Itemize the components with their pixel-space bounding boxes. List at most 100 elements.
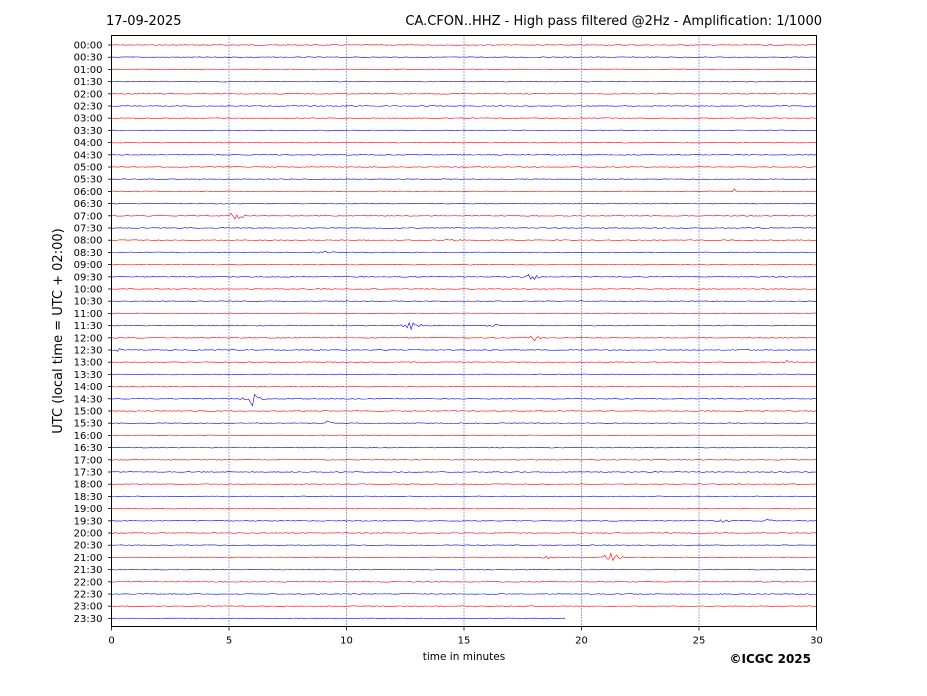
- y-tick-label: 19:00: [74, 504, 103, 515]
- y-tick-label: 16:00: [74, 431, 103, 442]
- x-tick-label: 15: [458, 636, 471, 647]
- trace-row: [111, 446, 817, 449]
- y-tick-label: 03:30: [74, 126, 103, 137]
- y-tick-label: 19:30: [74, 516, 103, 527]
- y-tick-label: 10:30: [74, 297, 103, 308]
- trace-row: [111, 239, 817, 242]
- y-tick-label: 01:30: [74, 77, 103, 88]
- trace-row: [111, 80, 817, 83]
- y-tick-label: 03:00: [74, 114, 103, 125]
- y-tick-label: 11:30: [74, 321, 103, 332]
- x-tick-label: 0: [108, 636, 114, 647]
- trace-row: [111, 552, 817, 562]
- trace-row: [111, 44, 817, 46]
- trace-row: [111, 605, 817, 607]
- trace-row: [111, 373, 817, 376]
- trace-row: [111, 507, 817, 510]
- y-tick-label: 10:00: [74, 285, 103, 296]
- y-tick-label: 22:30: [74, 590, 103, 601]
- trace-row: [111, 483, 817, 485]
- trace-row: [111, 519, 817, 523]
- y-tick-label: 06:30: [74, 199, 103, 210]
- trace-row: [111, 227, 817, 229]
- copyright-label: ©ICGC 2025: [729, 652, 811, 666]
- y-axis-label: UTC (local time = UTC + 02:00): [51, 228, 66, 433]
- trace-row: [111, 117, 817, 119]
- trace-row: [111, 568, 817, 571]
- y-tick-label: 21:30: [74, 565, 103, 576]
- trace-row: [111, 129, 817, 132]
- y-tick-label: 09:00: [74, 260, 103, 271]
- x-tick-label: 20: [575, 636, 588, 647]
- y-tick-label: 02:00: [74, 89, 103, 100]
- trace-row: [111, 68, 817, 71]
- x-tick-label: 10: [340, 636, 353, 647]
- trace-row: [111, 202, 817, 205]
- y-tick-label: 20:00: [74, 529, 103, 540]
- y-tick-label: 06:00: [74, 187, 103, 198]
- y-tick-label: 18:30: [74, 492, 103, 503]
- y-tick-label: 18:00: [74, 480, 103, 491]
- x-tick-label: 30: [810, 636, 823, 647]
- y-tick-label: 17:00: [74, 455, 103, 466]
- trace-row: [111, 385, 817, 388]
- trace-row: [111, 359, 817, 364]
- y-tick-label: 01:00: [74, 65, 103, 76]
- trace-row: [111, 263, 817, 266]
- y-tick-label: 07:00: [74, 211, 103, 222]
- trace-row: [111, 321, 817, 331]
- plot-frame: [111, 35, 817, 627]
- trace-row: [111, 312, 817, 315]
- y-tick-label: 07:30: [74, 224, 103, 235]
- y-tick-label: 05:30: [74, 175, 103, 186]
- trace-rows: [111, 44, 817, 620]
- trace-row: [111, 93, 817, 95]
- trace-row: [111, 532, 817, 534]
- trace-row: [111, 178, 817, 180]
- y-tick-label: 13:30: [74, 370, 103, 381]
- y-tick-label: 09:30: [74, 272, 103, 283]
- y-tick-label: 12:30: [74, 346, 103, 357]
- y-tick-label: 08:00: [74, 236, 103, 247]
- y-tick-label: 20:30: [74, 541, 103, 552]
- trace-row: [111, 459, 817, 461]
- trace-row: [111, 495, 817, 498]
- y-tick-label: 14:30: [74, 394, 103, 405]
- x-tick-label: 5: [226, 636, 232, 647]
- trace-row: [111, 188, 817, 193]
- trace-row: [111, 434, 817, 437]
- y-tick-label: 14:00: [74, 382, 103, 393]
- trace-row: [111, 581, 817, 583]
- trace-row: [111, 544, 817, 546]
- y-tick-label: 11:00: [74, 309, 103, 320]
- y-tick-label: 15:00: [74, 407, 103, 418]
- y-tick-label: 21:00: [74, 553, 103, 564]
- y-tick-label: 12:00: [74, 333, 103, 344]
- trace-row: [111, 335, 817, 342]
- date-label: 17-09-2025: [106, 14, 182, 29]
- trace-row: [111, 348, 817, 352]
- x-tick-label: 25: [693, 636, 706, 647]
- y-tick-label: 23:00: [74, 602, 103, 613]
- x-axis-ticks: 0 5 10 15 20 25 30: [108, 626, 823, 647]
- trace-row: [111, 300, 817, 302]
- y-tick-label: 17:30: [74, 468, 103, 479]
- y-tick-label: 04:00: [74, 138, 103, 149]
- trace-row: [111, 105, 817, 107]
- trace-row: [111, 471, 817, 473]
- y-tick-label: 13:00: [74, 358, 103, 369]
- trace-row: [111, 154, 817, 156]
- y-tick-label: 08:30: [74, 248, 103, 259]
- trace-row: [111, 410, 817, 412]
- trace-row: [111, 617, 566, 620]
- trace-row: [111, 593, 817, 595]
- trace-row: [111, 250, 817, 254]
- y-tick-label: 23:30: [74, 614, 103, 625]
- trace-row: [111, 212, 817, 220]
- chart-title: CA.CFON..HHZ - High pass filtered @2Hz -…: [405, 14, 822, 29]
- x-axis-label: time in minutes: [423, 651, 505, 663]
- trace-row: [111, 166, 817, 168]
- trace-row: [111, 274, 817, 280]
